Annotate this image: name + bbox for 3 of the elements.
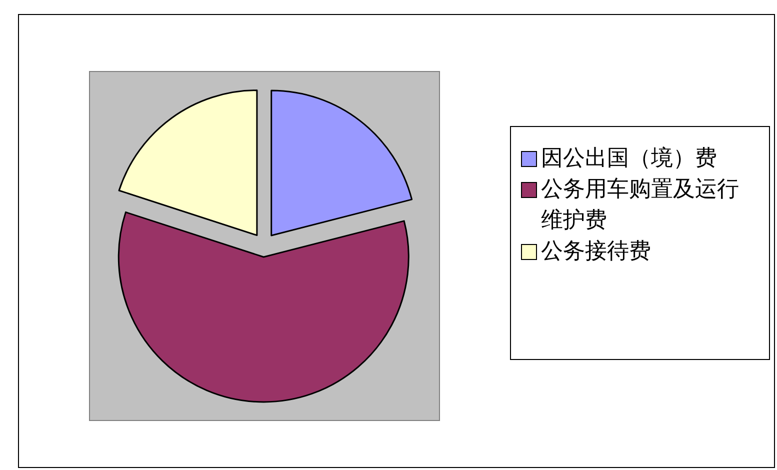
legend-label: 公务用车购置及运行维护费 (541, 176, 740, 235)
legend-label: 因公出国（境）费 (541, 145, 717, 173)
legend-label: 公务接待费 (541, 238, 651, 266)
